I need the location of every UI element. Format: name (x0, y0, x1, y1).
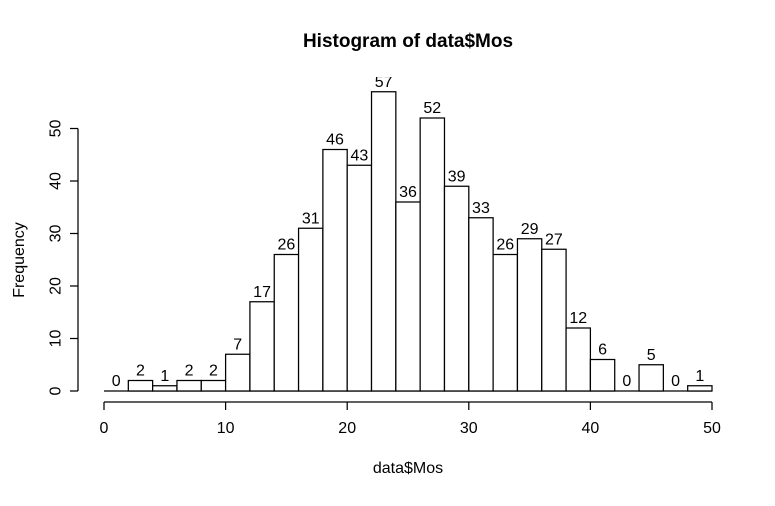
bar-count-label: 36 (399, 184, 417, 201)
bar-count-label: 2 (209, 363, 218, 380)
bar-count-label: 0 (112, 373, 121, 390)
bar-count-label: 17 (253, 284, 271, 301)
bars-layer (104, 91, 713, 392)
y-tick-label: 10 (48, 330, 65, 348)
histogram-bar (443, 185, 470, 392)
bar-count-label: 27 (545, 231, 563, 248)
x-axis-title: data$Mos (373, 460, 443, 477)
histogram-bar (200, 379, 227, 392)
bar-count-label: 1 (695, 368, 704, 385)
histogram-bar (395, 201, 421, 392)
histogram-bar (468, 217, 494, 392)
bar-count-label: 1 (160, 368, 169, 385)
histogram-bar (346, 164, 373, 392)
histogram-bar (589, 358, 616, 392)
bar-count-label: 6 (598, 342, 607, 359)
histogram-bar (419, 117, 446, 392)
y-tick-label: 30 (48, 225, 65, 243)
x-tick-label: 30 (460, 420, 478, 437)
bar-count-label: 43 (350, 147, 368, 164)
histogram-bar (127, 379, 154, 392)
histogram-bar (492, 253, 519, 392)
x-axis: 0 10 20 30 40 50 (100, 401, 721, 437)
x-tick-label: 10 (217, 420, 235, 437)
bar-count-label: 0 (622, 373, 631, 390)
bar-count-label: 31 (302, 210, 320, 227)
y-axis-title: Frequency (11, 222, 28, 298)
x-tick-label: 40 (582, 420, 600, 437)
y-tick-label: 0 (48, 386, 65, 395)
bar-count-label: 0 (671, 373, 680, 390)
histogram-bar (638, 364, 664, 392)
bar-count-label: 7 (233, 336, 242, 353)
bar-count-label: 39 (448, 168, 466, 185)
histogram-bar (687, 385, 713, 392)
x-tick-label: 50 (703, 420, 721, 437)
bar-count-label: 2 (136, 363, 145, 380)
bar-count-label: 12 (569, 310, 587, 327)
histogram-bar (176, 379, 202, 392)
histogram-bar (249, 301, 275, 392)
histogram-bar (370, 91, 397, 392)
histogram-bar (516, 238, 543, 392)
histogram-bar (273, 253, 300, 392)
bar-count-label: 26 (278, 237, 296, 254)
bar-count-label: 46 (326, 132, 344, 149)
y-tick-label: 50 (48, 120, 65, 138)
histogram-bar (541, 248, 567, 392)
bar-count-label: 29 (521, 221, 539, 238)
bar-count-label: 57 (375, 74, 393, 91)
chart-title: Histogram of data$Mos (303, 31, 513, 52)
bar-count-label: 52 (423, 100, 441, 117)
bar-count-label: 2 (185, 363, 194, 380)
x-tick-label: 0 (100, 420, 109, 437)
bar-count-label: 5 (647, 347, 656, 364)
y-axis: 0 10 20 30 40 50 (48, 120, 79, 395)
histogram-bar (152, 385, 178, 392)
histogram-bar (322, 148, 348, 392)
y-tick-label: 20 (48, 277, 65, 295)
histogram-bar (297, 227, 324, 392)
histogram-bar (565, 327, 592, 392)
histogram-bar (224, 353, 251, 392)
y-tick-label: 40 (48, 172, 65, 190)
x-tick-label: 20 (338, 420, 356, 437)
bar-count-label: 33 (472, 200, 490, 217)
bar-count-label: 26 (496, 237, 514, 254)
